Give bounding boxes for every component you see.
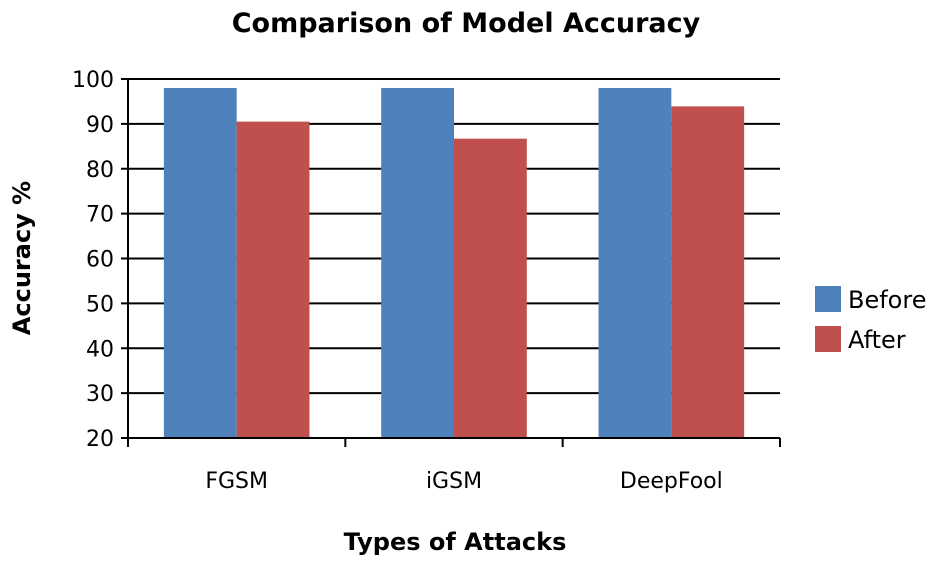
chart-title: Comparison of Model Accuracy (232, 8, 701, 39)
x-tick-label: iGSM (426, 469, 482, 494)
legend: Before After (815, 286, 926, 354)
legend-swatch-before (815, 286, 841, 312)
bar-after (671, 106, 745, 438)
bar-after (236, 121, 310, 438)
x-tick-label: FGSM (205, 469, 268, 494)
x-tick-label: DeepFool (620, 469, 723, 494)
y-tick-label: 30 (86, 382, 114, 407)
bars (163, 87, 745, 438)
y-tick-label: 60 (86, 248, 114, 273)
axes (121, 78, 781, 447)
x-tick-labels: FGSM iGSM DeepFool (205, 469, 722, 494)
x-axis-label: Types of Attacks (344, 528, 567, 556)
legend-label-before: Before (848, 286, 926, 314)
y-tick-label: 20 (86, 427, 114, 452)
legend-label-after: After (848, 326, 906, 354)
bar-before (598, 87, 672, 438)
y-tick-label: 80 (86, 158, 114, 183)
y-tick-label: 50 (86, 292, 114, 317)
bar-before (381, 87, 454, 438)
bar-before (163, 87, 237, 438)
y-tick-label: 90 (86, 113, 114, 138)
y-tick-labels: 20 30 40 50 60 70 80 90 100 (72, 68, 114, 452)
legend-swatch-after (815, 326, 841, 352)
y-axis-label: Accuracy % (8, 181, 36, 335)
y-tick-label: 40 (86, 337, 114, 362)
y-tick-label: 70 (86, 203, 114, 228)
y-tick-label: 100 (72, 68, 114, 93)
bar-after (454, 138, 527, 438)
